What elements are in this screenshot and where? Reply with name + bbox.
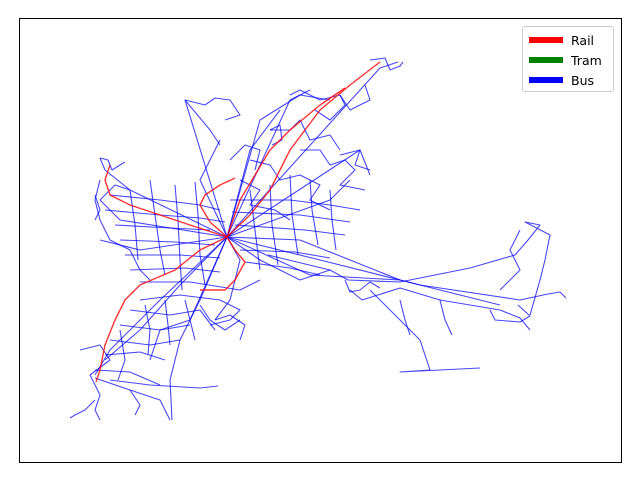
legend-label-bus: Bus	[571, 72, 595, 88]
legend-label-tram: Tram	[571, 52, 602, 68]
legend-item-rail: Rail	[529, 30, 607, 50]
plot-frame	[19, 18, 622, 463]
legend-label-rail: Rail	[571, 32, 595, 48]
legend-item-bus: Bus	[529, 70, 607, 90]
legend-swatch-rail	[529, 37, 563, 43]
legend-swatch-bus	[529, 77, 563, 83]
legend: Rail Tram Bus	[522, 26, 614, 92]
bus-routes	[69, 57, 567, 421]
rail-lines	[95, 61, 381, 383]
legend-swatch-tram	[529, 57, 563, 63]
legend-item-tram: Tram	[529, 50, 607, 70]
